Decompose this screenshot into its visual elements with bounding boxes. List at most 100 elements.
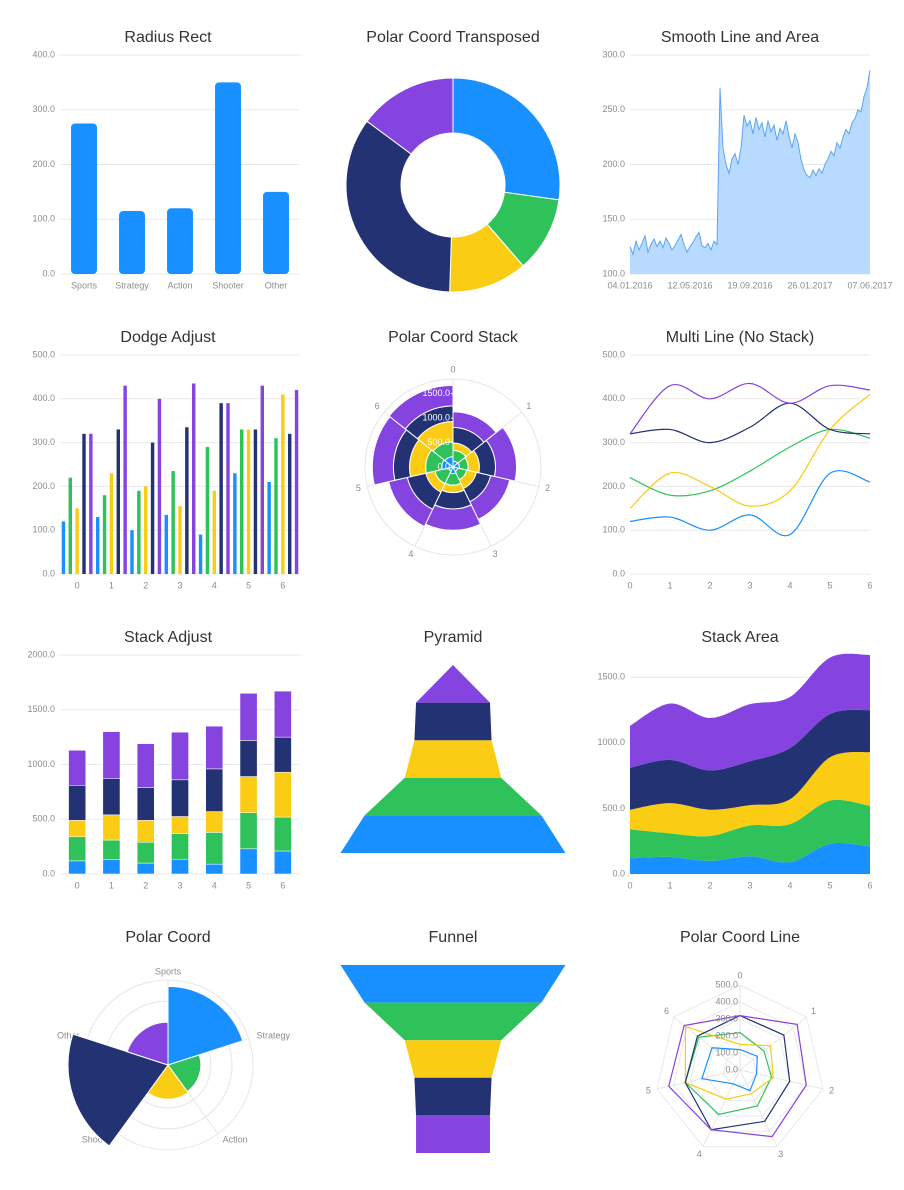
bar-segment <box>205 768 224 812</box>
chart-title: Polar Coord <box>125 929 210 946</box>
y-tick-label: 0.0 <box>612 868 625 878</box>
radial-segment <box>388 384 454 430</box>
y-tick-label: 150.0 <box>602 214 625 224</box>
pyramid-layer <box>414 702 492 741</box>
angle-label: 6 <box>375 401 380 411</box>
radial-tick-label: 0.0 <box>725 1064 738 1074</box>
y-tick-label: 1000.0 <box>597 737 625 747</box>
chart-title: Smooth Line and Area <box>661 29 819 46</box>
bar-segment <box>68 860 86 875</box>
bar <box>96 517 100 574</box>
bar-segment <box>171 858 189 875</box>
bar <box>167 208 193 274</box>
pyramid-layer <box>364 777 542 816</box>
x-tick-label: Action <box>167 280 192 290</box>
bar <box>215 82 241 274</box>
area-layer <box>630 843 870 874</box>
bar <box>68 477 72 574</box>
area-layer <box>630 709 870 810</box>
bar <box>137 490 141 574</box>
x-tick-label: 4 <box>212 580 217 590</box>
angle-label: Strategy <box>256 1031 290 1041</box>
angle-label: Sports <box>155 966 182 976</box>
chart-title: Polar Coord Transposed <box>366 29 539 46</box>
x-tick-label: 2 <box>707 880 712 890</box>
bar <box>171 471 175 574</box>
x-tick-label: 1 <box>109 880 114 890</box>
bar-segment <box>171 731 189 781</box>
line <box>629 382 871 435</box>
bar-segment <box>68 836 86 862</box>
funnel-layer <box>414 1077 492 1116</box>
bar <box>205 446 210 574</box>
bar <box>119 211 145 274</box>
x-tick-label: 2 <box>143 580 148 590</box>
y-tick-label: 0.0 <box>42 268 55 278</box>
bar <box>240 429 244 574</box>
y-tick-label: 1000.0 <box>27 759 55 769</box>
bar <box>212 490 216 574</box>
angle-label: Other <box>57 1031 80 1041</box>
angle-label: 4 <box>697 1149 702 1159</box>
y-tick-label: 250.0 <box>602 104 625 114</box>
angle-label: 1 <box>526 401 531 411</box>
angle-label: 2 <box>829 1085 834 1095</box>
radar-grid <box>722 1052 758 1086</box>
bar-segment <box>239 693 258 741</box>
line <box>629 393 871 509</box>
radar-line <box>684 1031 773 1116</box>
angle-label: 0 <box>450 364 455 374</box>
bar-segment <box>274 816 292 852</box>
y-tick-label: 200.0 <box>602 481 625 491</box>
spoke <box>739 1069 823 1090</box>
x-tick-label: 0 <box>75 880 80 890</box>
bar-segment <box>136 862 155 875</box>
bar-segment <box>239 848 258 875</box>
bar-segment <box>239 812 258 850</box>
line <box>629 70 871 256</box>
x-tick-label: 2 <box>707 580 712 590</box>
y-tick-label: 100.0 <box>32 214 55 224</box>
y-tick-label: 200.0 <box>32 159 55 169</box>
bar <box>102 495 107 574</box>
bar <box>267 482 271 574</box>
x-tick-label: 2 <box>143 880 148 890</box>
radial-tick-label: 500.0 <box>715 979 738 989</box>
chart-title: Pyramid <box>424 629 483 646</box>
y-tick-label: 400.0 <box>32 49 55 59</box>
radial-tick-label: 200.0 <box>715 1030 738 1040</box>
bar <box>185 427 189 574</box>
bar-segment <box>102 814 121 841</box>
chart-title: Multi Line (No Stack) <box>666 329 815 346</box>
angle-label: 3 <box>493 549 498 559</box>
donut-slice <box>345 120 452 293</box>
area-layer <box>630 751 870 837</box>
radar-line <box>684 1014 791 1131</box>
x-tick-label: 07.06.2017 <box>847 280 892 290</box>
line <box>629 470 871 537</box>
bar <box>246 429 251 574</box>
bar <box>178 506 182 574</box>
x-tick-label: Strategy <box>115 280 149 290</box>
bar-segment <box>274 736 292 773</box>
bar <box>226 403 230 574</box>
bar <box>233 473 237 574</box>
bar-segment <box>171 833 189 860</box>
y-tick-label: 400.0 <box>32 393 55 403</box>
x-tick-label: 0 <box>75 580 80 590</box>
y-tick-label: 0.0 <box>612 568 625 578</box>
bar <box>192 383 196 574</box>
y-tick-label: 500.0 <box>602 803 625 813</box>
chart-title: Polar Coord Line <box>680 929 800 946</box>
y-tick-label: 0.0 <box>42 868 55 878</box>
bar <box>130 530 134 574</box>
pyramid-layer <box>404 740 502 778</box>
angle-label: 5 <box>646 1085 651 1095</box>
chart-title: Radius Rect <box>124 29 212 46</box>
x-tick-label: 6 <box>867 880 872 890</box>
x-tick-label: 5 <box>827 880 832 890</box>
x-tick-label: 1 <box>109 580 114 590</box>
bar <box>294 390 299 574</box>
radial-tick-label: 100.0 <box>715 1047 738 1057</box>
x-tick-label: 6 <box>867 580 872 590</box>
